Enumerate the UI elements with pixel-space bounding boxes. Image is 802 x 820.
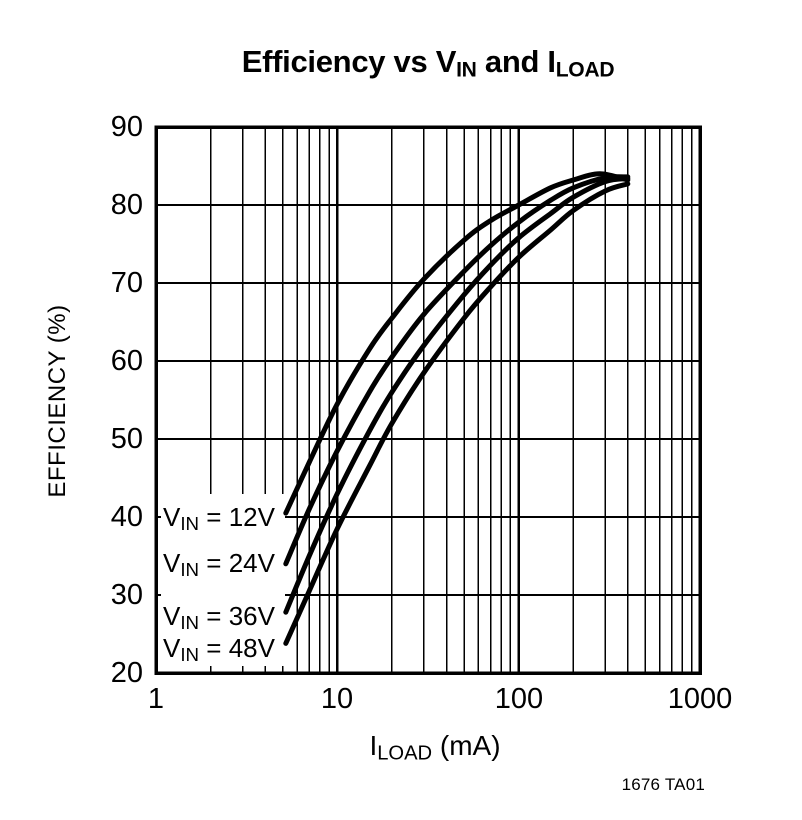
chart-title-sub-in: IN: [456, 58, 477, 82]
efficiency-curve-36v: [283, 176, 631, 615]
curve-label-vin-36v: VIN = 36V: [163, 599, 279, 633]
y-tick-80: 80: [110, 189, 143, 221]
y-tick-60: 60: [110, 345, 143, 377]
x-tick-100: 100: [494, 683, 544, 715]
x-tick-1: 1: [147, 683, 165, 715]
y-tick-90: 90: [110, 111, 143, 143]
chart-title: Efficiency vs VIN and ILOAD: [128, 44, 728, 83]
y-tick-50: 50: [110, 423, 143, 455]
curve-label-vin-24v: VIN = 24V: [163, 546, 279, 580]
figure-reference-code: 1676 TA01: [621, 775, 705, 794]
x-axis-title: ILOAD (mA): [369, 730, 501, 765]
efficiency-curve-48v: [283, 181, 631, 646]
x-tick-1000: 1000: [667, 683, 733, 715]
x-tick-10: 10: [320, 683, 354, 715]
y-tick-20: 20: [110, 657, 143, 689]
curve-label-vin-12v: VIN = 12V: [163, 500, 279, 534]
y-tick-40: 40: [110, 501, 143, 533]
chart-title-part2: and I: [476, 44, 556, 79]
y-tick-30: 30: [110, 579, 143, 611]
y-tick-70: 70: [110, 267, 143, 299]
efficiency-curve-12v: [283, 171, 631, 516]
efficiency-curve-24v: [283, 174, 631, 567]
chart-title-sub-load: LOAD: [555, 58, 615, 82]
chart-title-part1: Efficiency vs V: [241, 44, 457, 79]
curve-label-vin-48v: VIN = 48V: [163, 631, 279, 665]
